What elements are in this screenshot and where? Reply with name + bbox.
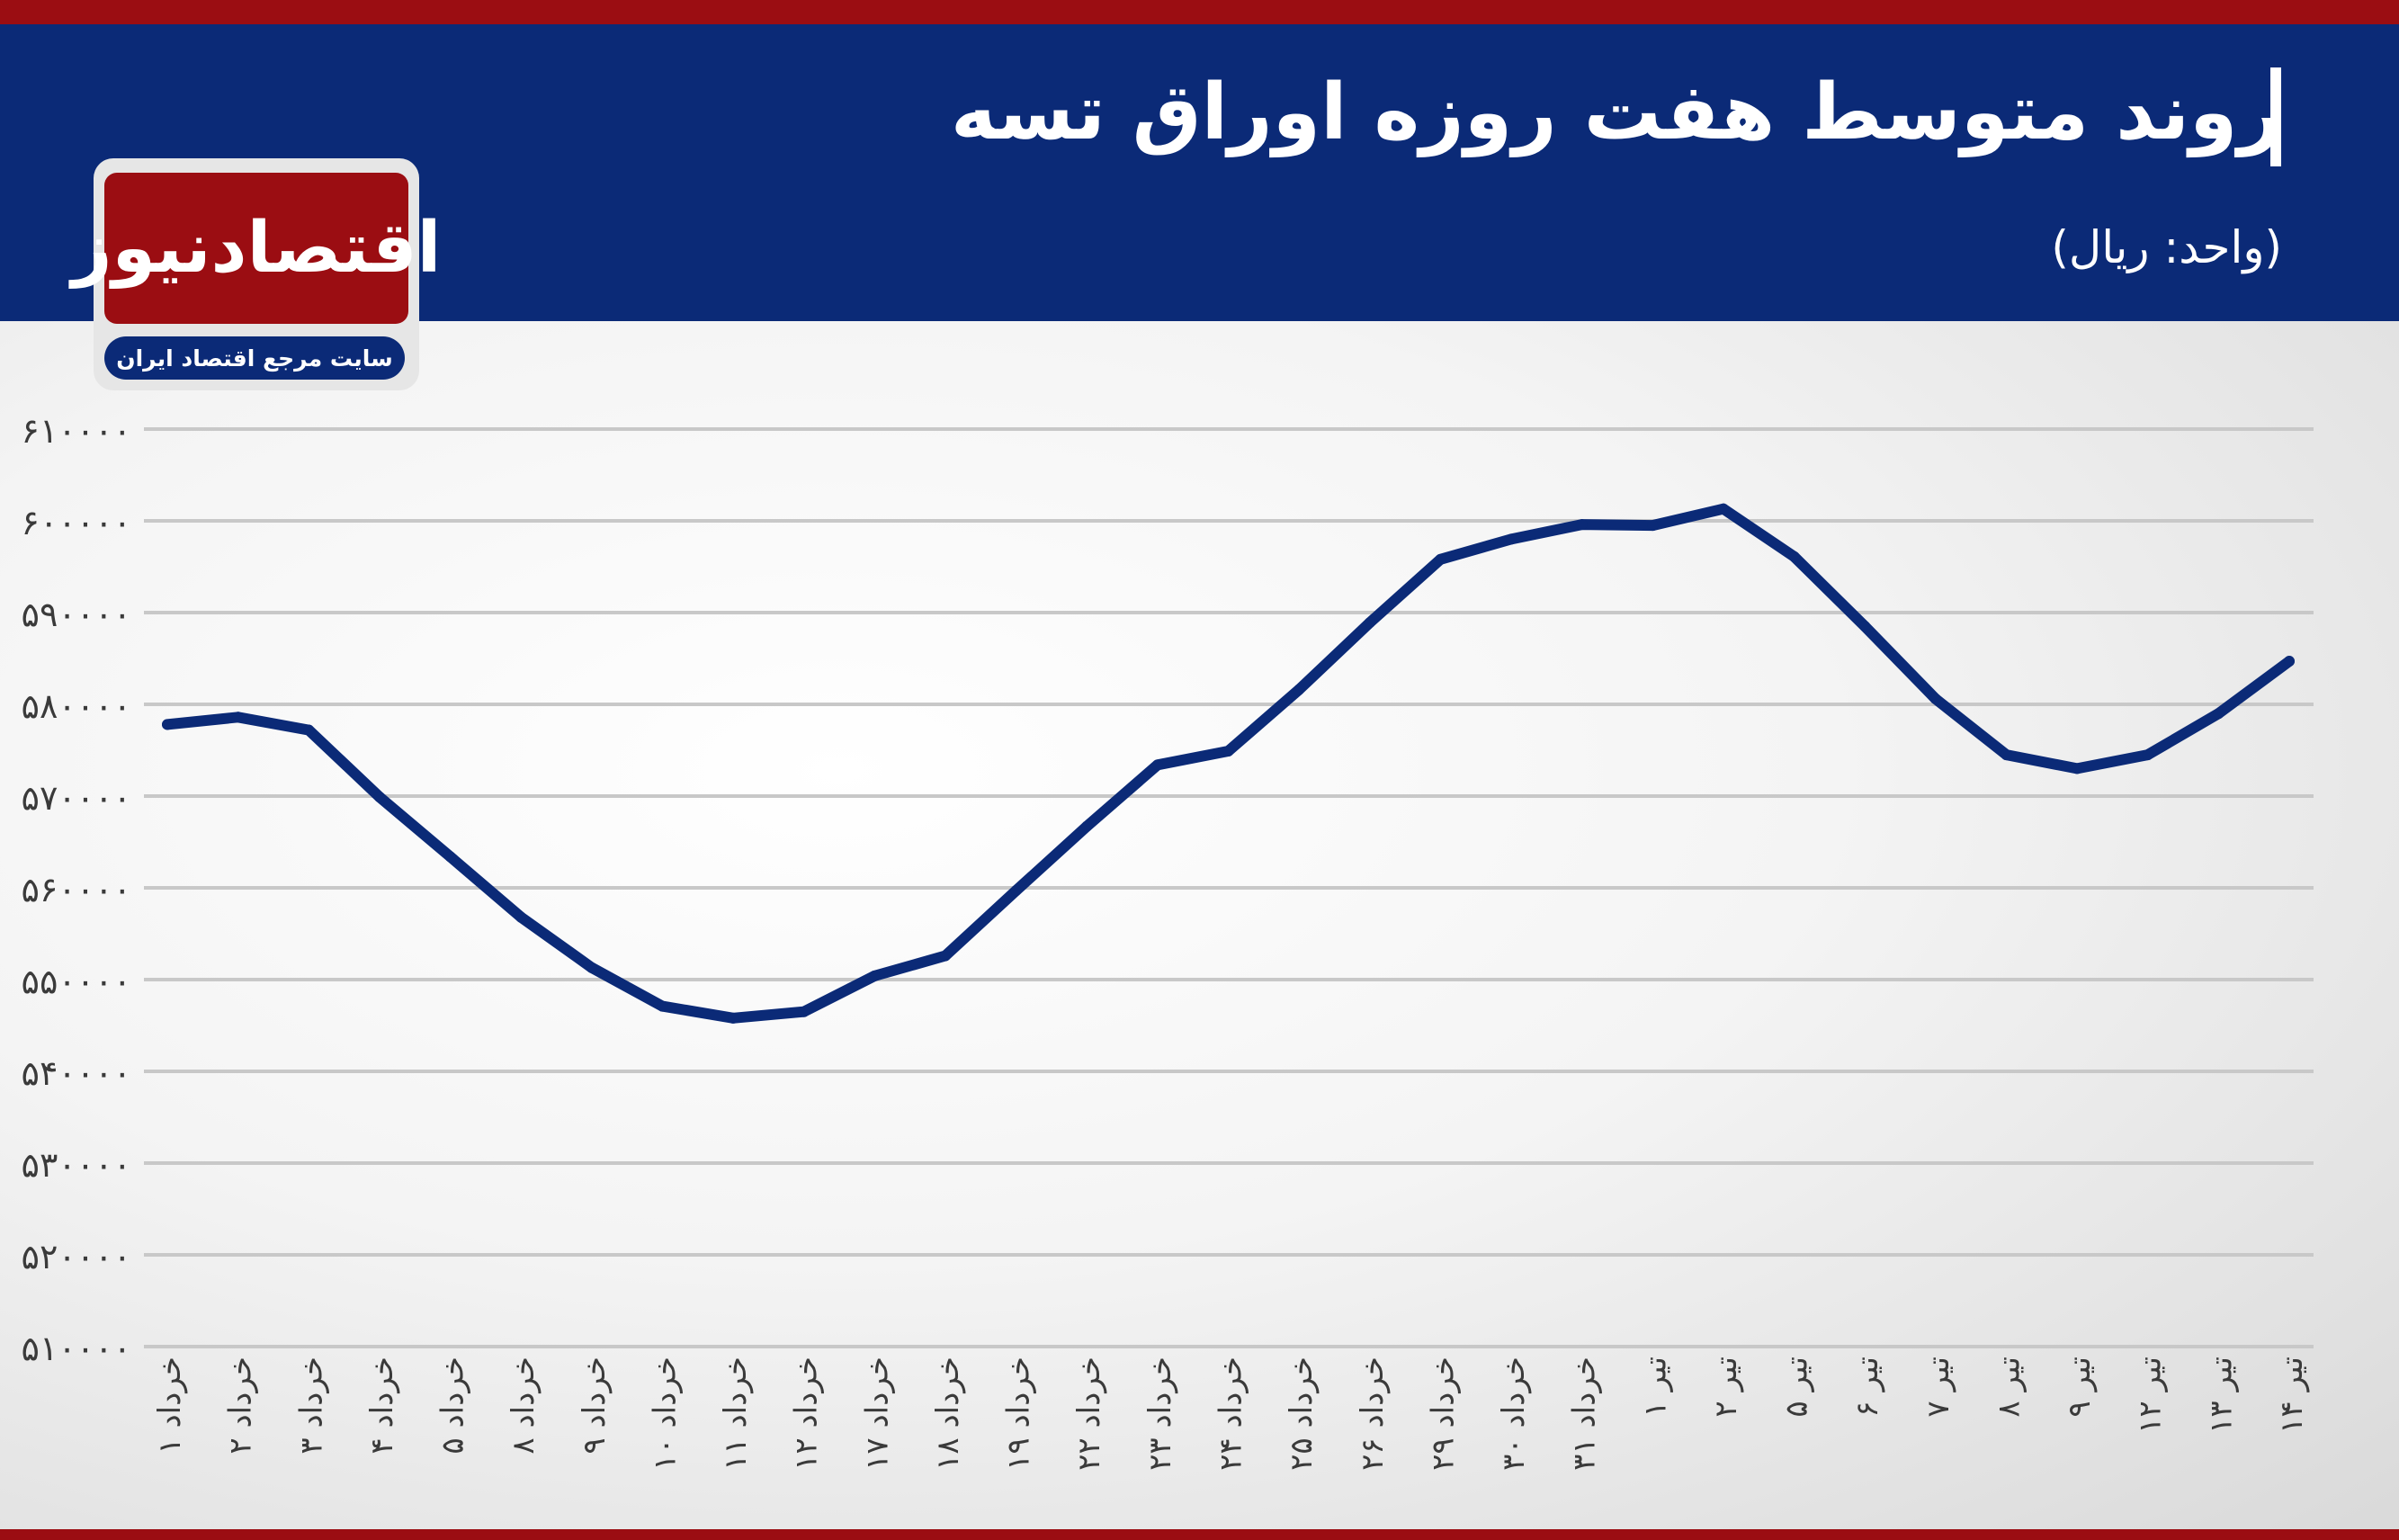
data-point (1151, 759, 1163, 771)
data-point (2213, 708, 2224, 720)
data-point (1788, 551, 1800, 562)
x-tick-label: ۸ تیر (1991, 1356, 2027, 1418)
title-divider (2270, 67, 2281, 166)
x-tick-label: ۹ خرداد (577, 1356, 613, 1455)
data-point (728, 1012, 739, 1024)
bottom-accent-bar (0, 1529, 2399, 1540)
y-tick-label: ۵۲۰۰۰۰ (22, 1237, 131, 1276)
logo-tagline: سایت مرجع اقتصاد ایران (116, 345, 393, 372)
data-point (1293, 684, 1305, 695)
x-tick-label: ۳۱ خرداد (1567, 1356, 1603, 1471)
x-tick-label: ۱۹ خرداد (1001, 1356, 1037, 1471)
data-point (444, 851, 456, 863)
x-tick-label: ۳۰ خرداد (1496, 1356, 1532, 1471)
x-tick-label: ۳ خرداد (293, 1356, 329, 1455)
data-point (657, 1000, 668, 1012)
x-tick-label: ۲۳ خرداد (1142, 1356, 1178, 1471)
x-tick-label: ۱۷ خرداد (859, 1356, 895, 1471)
data-point (1647, 520, 1659, 532)
top-accent-bar (0, 0, 2399, 24)
x-tick-label: ۱۲ تیر (2133, 1356, 2169, 1434)
x-tick-label: ۲۴ خرداد (1213, 1356, 1249, 1471)
data-point (232, 712, 244, 723)
data-point (1717, 503, 1729, 515)
data-point (162, 719, 173, 730)
x-tick-label: ۲ تیر (1708, 1356, 1744, 1418)
x-tick-label: ۱۸ خرداد (930, 1356, 966, 1471)
data-point (1222, 746, 1234, 757)
x-tick-label: ۶ تیر (1849, 1356, 1885, 1418)
y-tick-label: ۶۱۰۰۰۰ (22, 411, 131, 451)
y-tick-label: ۵۸۰۰۰۰ (22, 686, 131, 726)
data-point (303, 724, 315, 736)
y-tick-label: ۵۴۰۰۰۰ (22, 1053, 131, 1093)
logo: اقتصادنیوز (72, 173, 441, 324)
x-tick-label: ۹ تیر (2062, 1356, 2098, 1418)
x-tick-label: ۱۴ تیر (2274, 1356, 2310, 1434)
data-point (1859, 621, 1871, 632)
x-tick-label: ۲۲ خرداد (1071, 1356, 1107, 1471)
y-tick-label: ۵۱۰۰۰۰ (22, 1329, 131, 1368)
logo-tagline-pill: سایت مرجع اقتصاد ایران (104, 336, 405, 380)
y-tick-label: ۵۷۰۰۰۰ (22, 778, 131, 818)
x-tick-label: ۱ خرداد (152, 1356, 188, 1455)
data-point (939, 950, 951, 962)
logo-text: اقتصادنیوز (71, 208, 442, 289)
data-point (373, 792, 385, 803)
x-tick-label: ۸ خرداد (506, 1356, 542, 1455)
x-tick-label: ۱ تیر (1637, 1356, 1673, 1418)
y-tick-label: ۵۶۰۰۰۰ (22, 870, 131, 909)
data-point (2001, 749, 2012, 761)
x-tick-label: ۵ تیر (1779, 1356, 1815, 1418)
data-point (1506, 533, 1517, 545)
y-tick-label: ۵۹۰۰۰۰ (22, 595, 131, 634)
data-point (2284, 656, 2295, 667)
data-point (2142, 749, 2153, 761)
y-tick-label: ۵۵۰۰۰۰ (22, 962, 131, 1001)
x-tick-label: ۴ خرداد (364, 1356, 400, 1455)
data-point (1435, 553, 1446, 565)
x-tick-label: ۲۵ خرداد (1284, 1356, 1320, 1471)
data-point (1929, 693, 1941, 704)
x-tick-label: ۱۳ تیر (2203, 1356, 2239, 1434)
data-point (1010, 885, 1022, 897)
data-point (2072, 763, 2083, 774)
x-tick-label: ۲۹ خرداد (1425, 1356, 1461, 1471)
x-tick-label: ۵ خرداد (435, 1356, 471, 1455)
y-tick-label: ۶۰۰۰۰۰ (22, 503, 131, 542)
x-tick-label: ۱۰ خرداد (647, 1356, 683, 1471)
data-point (515, 911, 527, 923)
data-point (869, 970, 881, 981)
x-tick-label: ۱۱ خرداد (718, 1356, 754, 1471)
data-point (798, 1006, 810, 1017)
x-tick-label: ۲ خرداد (223, 1356, 259, 1455)
y-tick-label: ۵۳۰۰۰۰ (22, 1145, 131, 1185)
data-point (1364, 617, 1375, 629)
data-point (1576, 519, 1588, 531)
unit-subtitle: (واحد: ریال) (2051, 221, 2282, 273)
series-line (162, 503, 2295, 1024)
x-tick-label: ۱۲ خرداد (789, 1356, 825, 1471)
x-tick-label: ۲۶ خرداد (1355, 1356, 1391, 1471)
data-point (1081, 820, 1093, 832)
data-point (586, 962, 597, 973)
x-tick-label: ۷ تیر (1920, 1356, 1956, 1418)
chart-title: روند متوسط هفت روزه اوراق تسه (950, 67, 2282, 157)
